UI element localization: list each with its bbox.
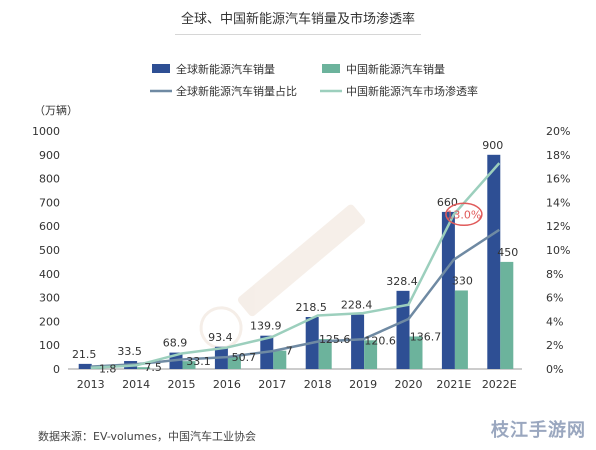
data-label-china: 120.6 [364, 334, 396, 347]
x-tick-label: 2017 [258, 378, 286, 391]
data-label-global: 328.4 [386, 275, 418, 288]
bar-china [500, 261, 514, 369]
data-label-global: 218.5 [295, 301, 327, 314]
y2-tick-label: 10% [546, 244, 570, 257]
x-tick-label: 2021E [436, 378, 471, 391]
data-label-china: 330 [452, 274, 473, 287]
watermark-circle [199, 306, 243, 350]
x-tick-label: 2019 [349, 378, 377, 391]
site-watermark: 枝江手游网 [491, 420, 586, 441]
y2-tick-label: 8% [546, 268, 563, 281]
data-labels: 21.51.833.57.568.9 33.1 93.4 50.7 139.9 7 218.… [72, 139, 518, 376]
x-tick-label: 2022E [482, 378, 517, 391]
y-tick-label: 500 [39, 244, 60, 257]
watermark-mark [199, 204, 366, 350]
y2-tick-label: 12% [546, 220, 570, 233]
data-label-global: 21.5 [72, 348, 97, 361]
y-axis-unit-label: （万辆） [34, 103, 78, 117]
y-tick-label: 600 [39, 220, 60, 233]
legend-label-1: 中国新能源汽车销量 [346, 62, 445, 76]
y2-tick-label: 16% [546, 173, 570, 186]
annotations: 13.0% [445, 202, 483, 227]
data-label-global: 93.4 [208, 331, 233, 344]
y2-tick-label: 0% [546, 363, 563, 376]
y2-tick-label: 14% [546, 196, 570, 209]
bar-global [441, 211, 455, 369]
legend-swatch-0 [152, 64, 170, 73]
bar-china [409, 336, 423, 369]
bar-global [351, 314, 365, 369]
watermark-logo [199, 204, 366, 350]
y-tick-label: 200 [39, 315, 60, 328]
data-label-global: 139.9 [250, 320, 282, 333]
bar-china [454, 290, 468, 369]
series-line-3 [90, 162, 501, 370]
annotation-ellipse [445, 202, 483, 227]
data-label-china: 125.6 [319, 333, 351, 346]
bar-global [396, 290, 410, 369]
y-tick-label: 900 [39, 149, 60, 162]
y2-tick-label: 18% [546, 149, 570, 162]
x-tick-label: 2013 [77, 378, 105, 391]
bar-china [273, 350, 287, 369]
data-label-global: 228.4 [341, 299, 373, 312]
data-label-global: 68.9 [163, 337, 188, 350]
data-label-china: 1.8 [99, 363, 117, 376]
bar-global [487, 154, 501, 369]
watermark-bar [237, 204, 366, 317]
bar-china [137, 367, 151, 369]
annotation-label: 13.0% [446, 208, 481, 221]
y2-tick-label: 20% [546, 125, 570, 138]
y-tick-label: 800 [39, 173, 60, 186]
legend-label-2: 全球新能源汽车销量占比 [176, 84, 297, 98]
bar-china [364, 340, 378, 369]
y-tick-label: 100 [39, 339, 60, 352]
data-label-global: 660 [437, 196, 458, 209]
y-tick-label: 300 [39, 292, 60, 305]
x-tick-label: 2020 [395, 378, 423, 391]
x-tick-label: 2018 [304, 378, 332, 391]
y2-tick-label: 6% [546, 292, 563, 305]
chart-title: 全球、中国新能源汽车销量及市场渗透率 [180, 12, 415, 27]
y2-tick-label: 4% [546, 315, 563, 328]
bar-china [318, 339, 332, 369]
data-label-china: 136.7 [410, 330, 442, 343]
data-label-china: 33.1 [186, 355, 211, 368]
bar-global [78, 363, 92, 369]
source-note: 数据来源：EV-volumes，中国汽车工业协会 [38, 430, 256, 443]
x-tick-label: 2015 [168, 378, 196, 391]
data-label-china: 7 [286, 345, 293, 358]
legend-label-0: 全球新能源汽车销量 [176, 62, 275, 76]
x-tick-label: 2016 [213, 378, 241, 391]
axes: 0 100 200 300 400 500 600 700 800 900 1000 0% 2% 4% 6%… [32, 125, 570, 391]
legend-label-3: 中国新能源汽车市场渗透率 [346, 84, 478, 98]
data-label-china: 7.5 [144, 361, 162, 374]
bar-china [227, 356, 241, 369]
x-tick-label: 2014 [122, 378, 150, 391]
data-label-global: 33.5 [117, 345, 142, 358]
bar-china [182, 361, 196, 369]
title-underline [175, 34, 421, 35]
y-tick-label: 400 [39, 268, 60, 281]
y-tick-label: 0 [53, 363, 60, 376]
series-line-2 [90, 228, 500, 368]
y-tick-label: 1000 [32, 125, 60, 138]
series-lines [90, 162, 501, 370]
data-label-global: 900 [482, 139, 503, 152]
data-label-china: 50.7 [232, 351, 257, 364]
y-tick-label: 700 [39, 196, 60, 209]
legend-swatch-1 [322, 64, 340, 73]
y2-tick-label: 2% [546, 339, 563, 352]
data-label-china: 450 [497, 246, 518, 259]
